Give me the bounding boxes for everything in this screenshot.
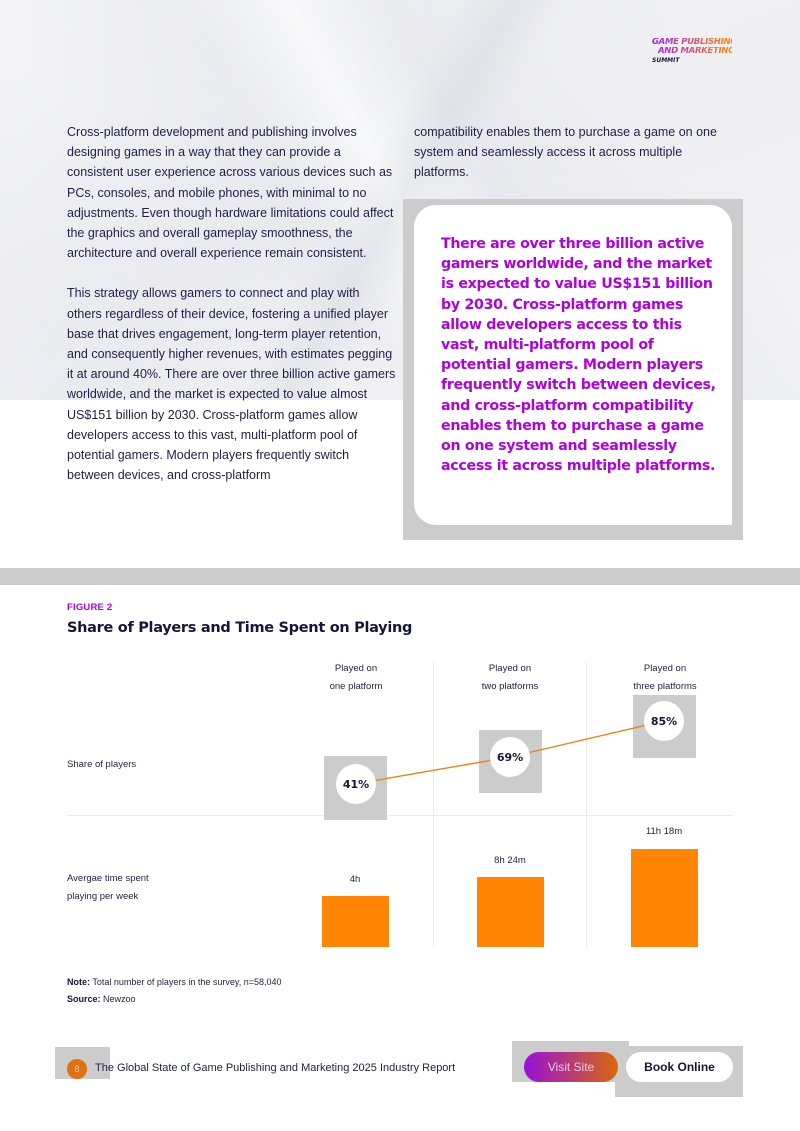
time-bar-2: [477, 877, 544, 947]
figure-label: FIGURE 2: [67, 602, 113, 613]
logo-line-1: GAME PUBLISHING: [652, 37, 737, 47]
callout-quote: There are over three billion active game…: [441, 236, 716, 475]
body-paragraph-2: This strategy allows gamers to connect a…: [67, 286, 396, 483]
grid-row-divider: [67, 815, 733, 816]
column-header-two-platforms: Played on two platforms: [440, 660, 580, 695]
body-paragraph-1: Cross-platform development and publishin…: [67, 125, 394, 261]
figure-title: Share of Players and Time Spent on Playi…: [67, 620, 413, 636]
figure-note: Note: Total number of players in the sur…: [67, 974, 282, 992]
note-text: Total number of players in the survey, n…: [90, 977, 282, 987]
source-label: Source:: [67, 994, 101, 1004]
share-bubble-3: 85%: [644, 701, 684, 741]
grid-divider-2: [586, 662, 587, 947]
column-header-line: Played on: [334, 663, 378, 674]
grid-divider-1: [433, 662, 434, 947]
column-header-line: two platforms: [481, 680, 539, 692]
book-online-button[interactable]: Book Online: [626, 1052, 733, 1082]
body-paragraph-3: compatibility enables them to purchase a…: [414, 125, 717, 180]
row-label-line: playing per week: [67, 890, 139, 902]
time-bar-1: [322, 896, 389, 947]
column-header-line: three platforms: [633, 680, 697, 692]
summit-logo[interactable]: GAME PUBLISHING AND MARKETING SUMMIT: [652, 37, 737, 65]
body-column-right: compatibility enables them to purchase a…: [414, 122, 734, 183]
row-label-line: Avergae time spent: [67, 873, 149, 884]
section-divider-band: [0, 568, 800, 585]
column-header-line: Played on: [643, 663, 687, 674]
page-number-badge: 8: [67, 1059, 87, 1079]
row-label-time: Avergae time spent playing per week: [67, 870, 149, 905]
column-header-line: one platform: [329, 680, 383, 692]
logo-line-3: SUMMIT: [652, 57, 680, 64]
share-bubble-2: 69%: [490, 737, 530, 777]
report-title: The Global State of Game Publishing and …: [95, 1062, 456, 1074]
callout-card: [414, 205, 732, 525]
bar-value-1: 4h: [349, 874, 361, 885]
bar-value-3: 11h 18m: [645, 826, 683, 837]
time-bar-3: [631, 849, 698, 947]
body-column-left: Cross-platform development and publishin…: [67, 122, 397, 485]
row-label-share: Share of players: [67, 759, 137, 770]
logo-line-2: AND MARKETING: [652, 47, 735, 56]
column-header-line: Played on: [488, 663, 532, 674]
figure-source: Source: Newzoo: [67, 991, 136, 1009]
column-header-one-platform: Played on one platform: [286, 660, 426, 695]
source-text: Newzoo: [100, 994, 136, 1004]
column-header-three-platforms: Played on three platforms: [595, 660, 735, 695]
bar-value-2: 8h 24m: [494, 855, 526, 866]
visit-site-button[interactable]: Visit Site: [524, 1052, 618, 1082]
share-bubble-1: 41%: [336, 764, 376, 804]
note-label: Note:: [67, 977, 90, 987]
